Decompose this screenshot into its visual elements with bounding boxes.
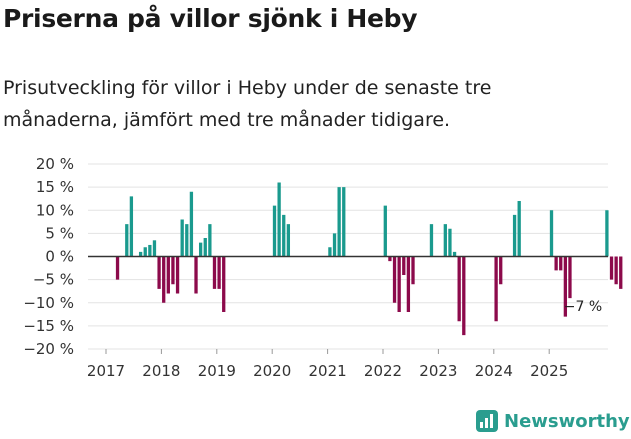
bar-negative [406,256,411,312]
bar-positive [180,219,184,257]
bar-positive [337,187,341,257]
bar-negative [388,256,392,262]
bar-positive [203,238,207,257]
bar-positive [148,244,152,257]
bar-negative [115,256,120,280]
bar-positive [512,214,517,257]
bar-positive [185,224,189,257]
bar-chart: 20 % 15 % 10 % 5 % 0 % −5 % −10 % −15 % −20 % 201… [23,155,623,380]
bar-negative [554,256,558,271]
bar-negative [563,256,568,317]
bar-positive [282,214,286,257]
x-tick-label: 2021 [309,362,347,380]
bar-positive [138,251,143,257]
bar-positive [443,224,447,257]
y-tick-label: −5 % [33,271,74,289]
bar-negative [217,256,221,289]
bar-positive [517,201,521,257]
bar-negative [171,256,175,285]
bar-negative [212,256,217,289]
x-tick-label: 2020 [253,362,291,380]
y-tick-label: 5 % [45,224,74,242]
bar-positive [342,187,346,257]
bar-positive [448,228,452,257]
y-tick-label: 20 % [36,155,74,173]
bar-negative [457,256,461,322]
bar-negative [157,256,161,289]
bar-positive [383,205,387,257]
bar-negative [619,256,623,289]
bar-positive [277,182,281,257]
x-tick-label: 2025 [530,362,568,380]
x-tick-label: 2024 [475,362,513,380]
chart-subtitle: Prisutveckling för villor i Heby under d… [3,77,492,131]
bar-positive [189,191,194,257]
bar-positive [143,247,147,257]
bar-positive [549,210,554,257]
bar-negative [222,256,226,312]
bar-negative [568,256,572,299]
bar-negative [609,256,614,280]
bar-negative [402,256,406,275]
y-tick-label: 15 % [36,178,74,196]
bar-positive [286,224,291,257]
bar-negative [614,256,618,285]
bar-positive [152,240,157,257]
newsworthy-logo[interactable]: Newsworthy [476,408,630,434]
bar-positive [328,247,332,257]
x-tick-label: 2023 [419,362,457,380]
bar-positive [452,251,457,257]
bar-positive [129,196,134,257]
bar-positive [429,224,434,257]
bar-negative [494,256,498,322]
brand-name: Newsworthy [504,410,630,432]
bar-negative [194,256,198,294]
x-tick-label: 2019 [198,362,236,380]
bar-negative [392,256,397,303]
bar-negative [462,256,466,336]
bar-negative [499,256,503,285]
y-tick-label: −15 % [23,317,74,335]
bar-positive [198,242,203,257]
bar-negative [559,256,563,271]
chart-title: Priserna på villor sjönk i Heby [3,4,418,33]
x-tick-label: 2017 [87,362,125,380]
bar-positive [332,233,337,257]
bar-positive [208,224,212,257]
bar-negative [397,256,401,312]
bar-negative [162,256,166,303]
last-value-annotation: −7 % [564,299,602,315]
x-tick-label: 2018 [142,362,180,380]
bar-negative [166,256,170,294]
bar-negative [411,256,415,285]
bar-positive [605,210,609,257]
y-tick-label: −20 % [23,340,74,358]
newsworthy-logo-icon [476,410,498,432]
y-tick-label: −10 % [23,294,74,312]
bar-positive [125,224,129,257]
y-tick-label: 0 % [45,248,74,266]
y-tick-label: 10 % [36,201,74,219]
bar-negative [175,256,180,294]
x-tick-label: 2022 [364,362,402,380]
bar-positive [272,205,277,257]
